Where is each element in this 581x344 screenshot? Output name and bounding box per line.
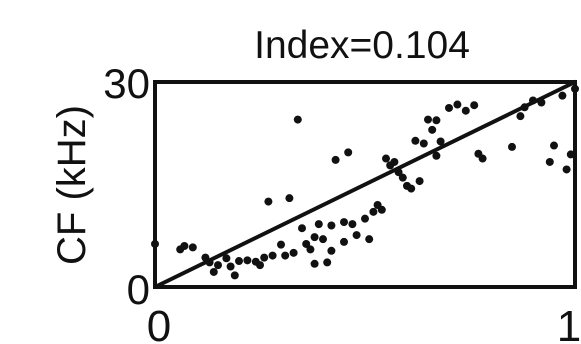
data-point xyxy=(571,84,579,93)
data-point xyxy=(314,220,323,229)
data-point xyxy=(268,251,277,260)
data-point xyxy=(545,157,554,166)
data-point xyxy=(398,173,407,182)
y-tick-label-max: 30 xyxy=(103,60,150,107)
data-point xyxy=(327,221,336,230)
data-point xyxy=(432,151,441,160)
x-tick-label-min: 0 xyxy=(147,302,171,344)
data-point xyxy=(188,243,197,252)
data-point xyxy=(277,240,285,249)
data-point xyxy=(478,154,487,163)
plot-frame xyxy=(153,80,577,289)
data-point xyxy=(285,194,294,203)
data-point xyxy=(365,235,374,244)
data-point xyxy=(411,136,420,145)
reference-line-layer xyxy=(153,80,577,289)
chart-title: Index=0.104 xyxy=(254,24,470,67)
data-point xyxy=(180,242,189,250)
data-point xyxy=(562,165,571,174)
data-point xyxy=(243,256,252,265)
data-point xyxy=(390,157,399,166)
data-point xyxy=(226,262,235,271)
data-point xyxy=(344,148,353,157)
reference-line xyxy=(153,80,577,289)
data-point xyxy=(348,220,357,229)
data-point xyxy=(352,231,361,240)
data-point xyxy=(214,261,222,270)
data-point xyxy=(566,150,575,159)
data-point xyxy=(151,239,159,248)
data-point xyxy=(298,224,306,233)
data-point xyxy=(281,251,290,260)
data-point xyxy=(293,115,302,124)
data-point xyxy=(302,239,311,248)
data-point xyxy=(340,218,348,227)
data-point xyxy=(419,139,428,148)
data-point xyxy=(340,237,348,246)
data-point xyxy=(361,214,369,223)
data-point xyxy=(516,112,525,121)
data-point xyxy=(537,98,546,107)
data-point xyxy=(310,259,319,268)
data-point xyxy=(428,125,437,134)
data-point xyxy=(432,116,441,125)
data-point xyxy=(222,254,231,263)
data-point xyxy=(461,106,470,115)
y-axis-label: CF (kHz) xyxy=(50,105,94,265)
data-point xyxy=(436,137,445,146)
data-point xyxy=(310,233,319,242)
x-tick-label-max: 1 xyxy=(557,302,581,344)
data-point xyxy=(230,271,239,280)
data-point xyxy=(369,207,378,216)
data-point xyxy=(558,91,567,100)
data-point xyxy=(394,168,403,177)
y-tick-label-min: 0 xyxy=(127,266,150,313)
data-point xyxy=(235,257,243,266)
axis-ticks: 0 1 0 30 xyxy=(103,60,581,344)
data-point xyxy=(520,103,529,112)
data-point xyxy=(377,205,386,214)
data-point xyxy=(445,103,453,112)
data-point xyxy=(508,142,516,151)
data-point xyxy=(264,197,273,206)
data-point xyxy=(529,96,537,105)
data-point xyxy=(306,245,315,254)
data-point xyxy=(256,261,264,270)
data-point xyxy=(289,248,298,257)
data-point xyxy=(205,258,214,267)
data-point xyxy=(415,177,424,186)
scatter-points xyxy=(151,84,579,280)
data-point xyxy=(323,258,332,267)
data-point xyxy=(327,246,336,255)
data-point xyxy=(407,184,416,193)
data-point xyxy=(550,141,558,150)
data-point xyxy=(319,235,327,244)
data-point xyxy=(209,267,218,276)
data-point xyxy=(382,154,390,163)
data-point xyxy=(260,253,269,262)
data-point xyxy=(331,155,340,164)
data-point xyxy=(470,101,479,110)
data-point xyxy=(453,100,462,109)
data-point xyxy=(424,115,432,124)
